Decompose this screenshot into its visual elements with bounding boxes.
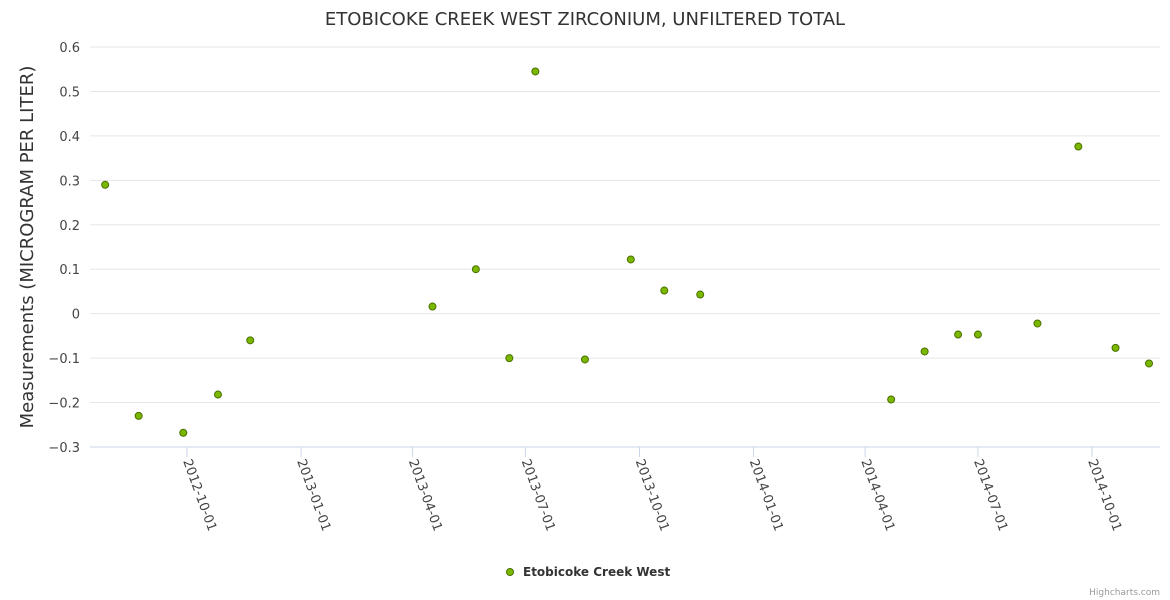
data-point[interactable]: [1111, 343, 1120, 352]
credits-link[interactable]: Highcharts.com: [1089, 588, 1160, 598]
legend-marker: [506, 568, 514, 576]
y-tick-label: −0.2: [48, 397, 80, 412]
legend-label: Etobicoke Creek West: [523, 565, 670, 579]
chart-title: ETOBICOKE CREEK WEST ZIRCONIUM, UNFILTER…: [325, 9, 845, 30]
x-tick-label: 2014-10-01: [1084, 457, 1124, 533]
x-tick-label: 2014-04-01: [857, 457, 897, 533]
x-tick-label: 2012-10-01: [179, 457, 219, 533]
y-tick-label: 0.6: [59, 41, 80, 56]
data-point[interactable]: [973, 330, 982, 339]
y-axis-title: Measurements (MICROGRAM PER LITER): [17, 66, 38, 429]
data-point[interactable]: [179, 428, 188, 437]
data-point[interactable]: [580, 355, 589, 364]
y-tick-label: 0: [72, 308, 80, 323]
data-point[interactable]: [101, 180, 110, 189]
y-tick-label: 0.2: [59, 219, 80, 234]
data-point[interactable]: [1074, 142, 1083, 151]
data-point[interactable]: [1145, 359, 1154, 368]
legend-item[interactable]: Etobicoke Creek West: [506, 565, 671, 579]
data-point[interactable]: [1033, 319, 1042, 328]
x-tick-label: 2013-10-01: [632, 457, 672, 533]
y-tick-label: 0.4: [59, 130, 80, 145]
x-tick-label: 2013-01-01: [293, 457, 333, 533]
data-point[interactable]: [471, 265, 480, 274]
data-point[interactable]: [920, 347, 929, 356]
y-tick-label: −0.3: [48, 441, 80, 456]
data-point[interactable]: [213, 390, 222, 399]
data-point[interactable]: [626, 255, 635, 264]
data-point[interactable]: [696, 290, 705, 299]
x-tick-label: 2014-01-01: [746, 457, 786, 533]
data-point[interactable]: [531, 67, 540, 76]
data-point[interactable]: [954, 330, 963, 339]
data-point[interactable]: [660, 286, 669, 295]
y-tick-label: −0.1: [48, 352, 80, 367]
y-tick-label: 0.3: [59, 174, 80, 189]
data-point[interactable]: [887, 395, 896, 404]
x-tick-label: 2013-04-01: [405, 457, 445, 533]
y-tick-label: 0.5: [59, 85, 80, 100]
data-point[interactable]: [246, 336, 255, 345]
data-point[interactable]: [134, 411, 143, 420]
y-tick-label: 0.1: [59, 263, 80, 278]
x-tick-label: 2013-07-01: [518, 457, 558, 533]
x-tick-label: 2014-07-01: [970, 457, 1010, 533]
data-point[interactable]: [505, 354, 514, 363]
data-point[interactable]: [428, 302, 437, 311]
